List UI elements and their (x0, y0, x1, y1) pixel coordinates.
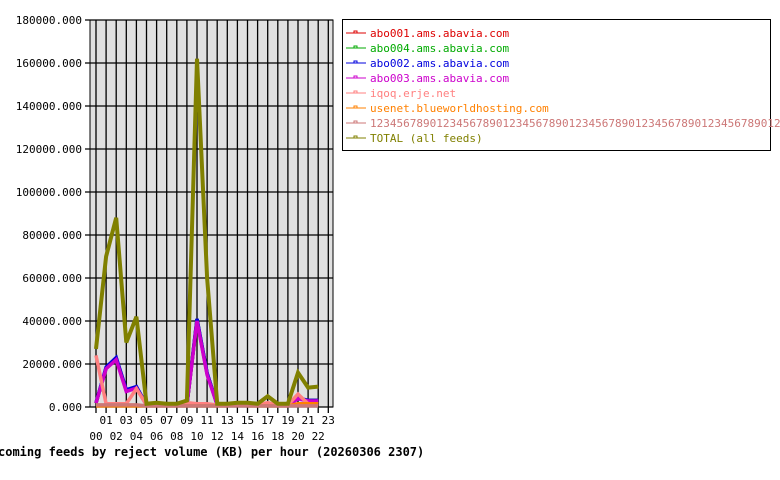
x-tick-label: 12 (211, 430, 224, 443)
legend-label: TOTAL (all feeds) (370, 132, 483, 145)
x-tick-label: 01 (99, 414, 112, 427)
y-tick-label: 60000.000 (22, 272, 82, 285)
y-tick-label: 120000.000 (16, 143, 82, 156)
y-tick-label: 40000.000 (22, 315, 82, 328)
y-tick-label: 140000.000 (16, 100, 82, 113)
legend-label: usenet.blueworldhosting.com (370, 102, 549, 115)
x-tick-label: 08 (170, 430, 183, 443)
legend-label: abo003.ams.abavia.com (370, 72, 509, 85)
series-line-6 (96, 403, 319, 408)
legend-label: abo004.ams.abavia.com (370, 42, 509, 55)
x-tick-label: 23 (322, 414, 335, 427)
x-tick-label: 02 (110, 430, 123, 443)
legend-marker (353, 60, 358, 64)
x-tick-label: 00 (89, 430, 102, 443)
x-axis: 00 01 02 03 04 05 06 07 08 09 10 11 12 13 14 15 16 17 18 19… (89, 414, 335, 443)
y-axis: 0.000 20000.000 40000.000 60000.000 80000.00… (16, 14, 82, 414)
x-tick-label: 09 (180, 414, 193, 427)
legend-marker (353, 105, 358, 109)
y-tick-label: 20000.000 (22, 358, 82, 371)
legend-label: abo001.ams.abavia.com (370, 27, 509, 40)
legend-label: abo002.ams.abavia.com (370, 57, 509, 70)
x-tick-label: 17 (261, 414, 274, 427)
x-tick-label: 06 (150, 430, 163, 443)
x-tick-label: 11 (200, 414, 213, 427)
legend: abo001.ams.abavia.com abo004.ams.abavia.c… (342, 19, 780, 151)
x-tick-label: 19 (281, 414, 294, 427)
x-tick-label: 15 (241, 414, 254, 427)
legend-marker (353, 75, 358, 79)
x-tick-label: 18 (271, 430, 284, 443)
x-tick-label: 04 (130, 430, 144, 443)
legend-marker (353, 30, 358, 34)
y-tick-label: 80000.000 (22, 229, 82, 242)
legend-marker (353, 135, 358, 139)
chart-title: coming feeds by reject volume (KB) per h… (0, 445, 424, 459)
y-tick-label: 160000.000 (16, 57, 82, 70)
legend-label: 1234567890123456789012345678901234567890… (370, 117, 780, 130)
legend-marker (353, 45, 358, 49)
series-lines (94, 58, 319, 408)
x-tick-label: 20 (291, 430, 304, 443)
x-tick-label: 05 (140, 414, 153, 427)
x-tick-label: 03 (120, 414, 133, 427)
x-tick-label: 07 (160, 414, 173, 427)
y-tick-label: 100000.000 (16, 186, 82, 199)
legend-box (342, 19, 771, 151)
x-tick-label: 14 (231, 430, 245, 443)
x-tick-label: 22 (312, 430, 325, 443)
plot-area (85, 19, 334, 413)
y-tick-label: 180000.000 (16, 14, 82, 27)
legend-marker (353, 90, 358, 94)
x-tick-label: 16 (251, 430, 264, 443)
x-tick-label: 13 (221, 414, 234, 427)
legend-label: iqoq.erje.net (370, 87, 456, 100)
legend-marker (353, 120, 358, 124)
y-tick-label: 0.000 (49, 401, 82, 414)
x-tick-label: 21 (301, 414, 314, 427)
x-tick-label: 10 (190, 430, 203, 443)
series-line-7 (94, 58, 319, 406)
